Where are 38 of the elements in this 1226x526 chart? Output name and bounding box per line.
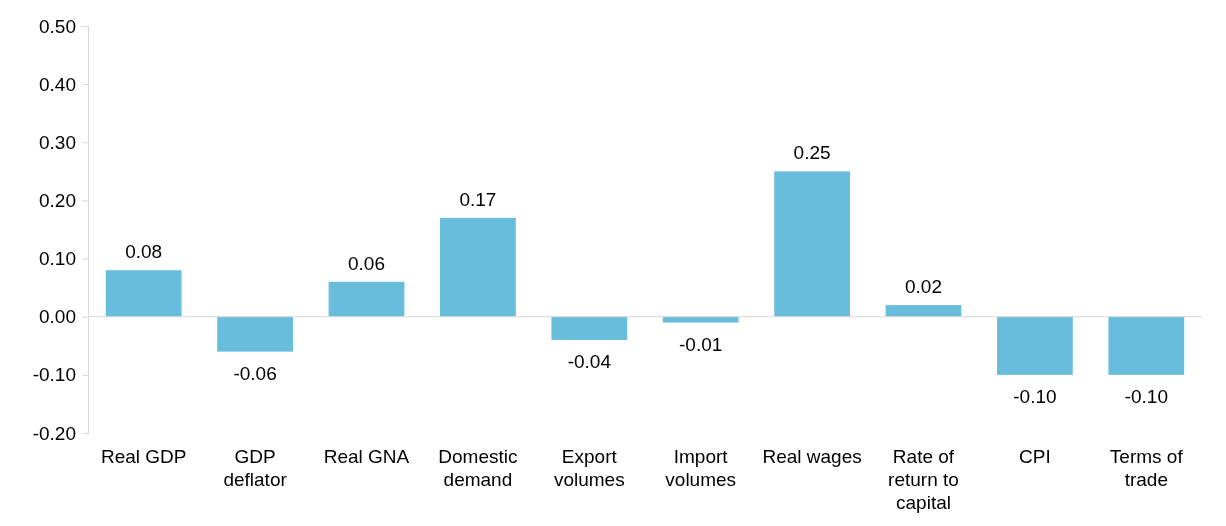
data-label: -0.04 <box>567 350 612 372</box>
data-label: 0.02 <box>905 276 942 298</box>
y-tick-label: 0.40 <box>39 73 76 95</box>
bar <box>997 316 1073 375</box>
data-label: 0.17 <box>459 188 497 210</box>
bar <box>774 171 850 317</box>
bar <box>551 316 628 340</box>
x-tick-label: Terms of trade <box>1109 446 1184 490</box>
bar <box>662 316 739 323</box>
x-tick-label: Real GDP <box>100 446 187 467</box>
bar <box>328 281 405 317</box>
data-label: 0.25 <box>793 142 831 164</box>
data-label: -0.10 <box>1013 385 1057 407</box>
bar <box>217 316 293 352</box>
x-tick-label: Real wages <box>762 446 862 467</box>
data-label: -0.01 <box>679 333 723 355</box>
x-tick-label: GDP deflator <box>223 446 288 490</box>
y-tick-label: 0.50 <box>39 15 76 37</box>
bar <box>1108 316 1185 375</box>
y-tick-label: 0.10 <box>39 248 76 270</box>
bar <box>105 270 182 317</box>
y-tick-label: -0.10 <box>32 364 76 386</box>
x-tick-label: Domestic demand <box>438 446 518 490</box>
x-tick-label: Import volumes <box>665 446 737 490</box>
y-tick-label: -0.20 <box>32 422 76 444</box>
data-label: -0.06 <box>233 362 277 384</box>
y-tick-label: 0.30 <box>39 131 76 153</box>
y-tick-label: 0.20 <box>39 190 76 212</box>
x-tick-label: CPI <box>1019 446 1051 467</box>
bar <box>885 305 962 317</box>
bar <box>440 217 516 317</box>
data-label: -0.10 <box>1124 385 1168 407</box>
y-tick-label: 0.00 <box>39 306 76 328</box>
data-label: 0.08 <box>125 241 163 263</box>
x-tick-label: Export volumes <box>553 446 625 490</box>
x-tick-label: Rate of return to capital <box>888 446 959 513</box>
x-tick-label: Real GNA <box>323 446 410 467</box>
data-label: 0.06 <box>348 252 385 274</box>
